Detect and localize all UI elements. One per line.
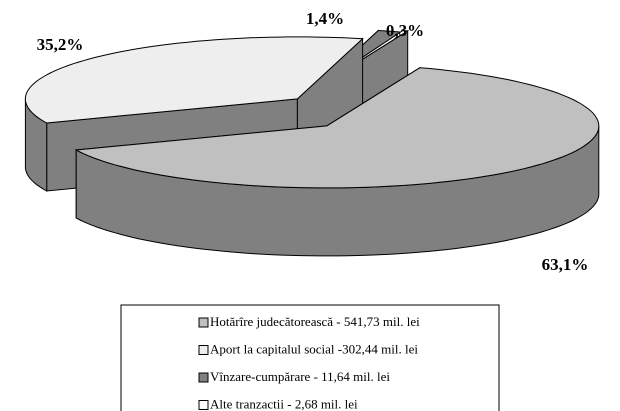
legend-swatch	[198, 345, 209, 355]
slice	[74, 66, 600, 257]
slice-top	[74, 67, 600, 189]
legend-swatch	[198, 400, 209, 410]
legend-label: Hotărîre judecătorească - 541,73 mil. le…	[210, 314, 420, 329]
slice-top	[24, 36, 364, 124]
legend-box	[120, 304, 500, 411]
legend-label: Aport la capitalul social -302,44 mil. l…	[210, 341, 418, 356]
legend-label: Vînzare-cumpărare - 11,64 mil. lei	[210, 369, 390, 384]
data-label: 35,2%	[37, 35, 84, 54]
data-label: 0,3%	[386, 21, 424, 40]
data-label: 63,1%	[542, 255, 589, 274]
legend-swatch	[198, 372, 209, 383]
legend-label: Alte tranzactii - 2,68 mil. lei	[210, 396, 358, 411]
legend-swatch	[198, 317, 209, 328]
data-label: 1,4%	[306, 9, 344, 28]
